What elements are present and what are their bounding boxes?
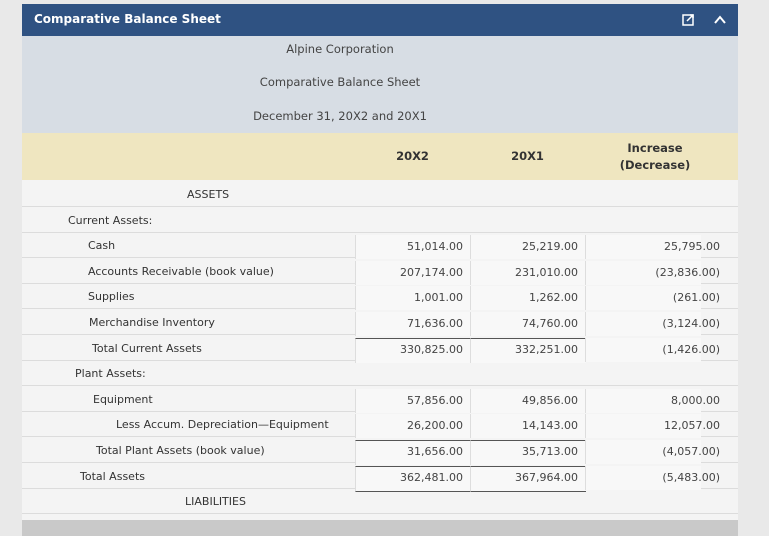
column-title: 20X2: [396, 149, 429, 163]
amount: 31,656.00: [407, 445, 463, 458]
value-cell: [470, 465, 586, 492]
row-label: Merchandise Inventory: [89, 316, 215, 329]
value-cell: [585, 312, 701, 336]
value-cell: [355, 414, 471, 439]
amount: 26,200.00: [407, 419, 463, 433]
amount: (3,124.00): [662, 317, 720, 330]
amount: 51,014.00: [407, 240, 463, 254]
row-label: ASSETS: [187, 188, 230, 201]
row-label: LIABILITIES: [185, 495, 246, 509]
amount: 49,856.00: [522, 393, 578, 407]
value-cell: [355, 465, 471, 492]
value-cell: [470, 286, 586, 311]
row-line: [22, 513, 738, 515]
value-cell: [585, 440, 701, 464]
value-cell: [355, 440, 471, 465]
panel-header: Comparative Balance Sheet: [22, 4, 738, 36]
value-cell: [470, 260, 586, 285]
value-cell: [355, 260, 471, 285]
company: Alpine Corporation: [286, 42, 394, 56]
amount: 367,964.00: [515, 470, 578, 484]
value-cell: [470, 312, 586, 336]
amount: 362,481.00: [400, 470, 463, 484]
value-cell: [355, 337, 471, 363]
title-block: Alpine Corporation Comparative Balance S…: [22, 36, 738, 133]
value-cell: [355, 388, 471, 413]
amount: 35,713.00: [522, 445, 578, 458]
amount: (4,057.00): [662, 445, 720, 458]
value-cell: [470, 235, 586, 260]
amount: 1,262.00: [529, 291, 578, 305]
amount: 74,760.00: [522, 317, 578, 330]
amount: 332,251.00: [515, 342, 578, 356]
row-label: Cash: [88, 239, 116, 253]
value-cell: [585, 260, 701, 285]
column-title: Increase (Decrease): [619, 141, 691, 172]
amount: (23,836.00): [655, 265, 720, 279]
value-cell: [585, 286, 701, 311]
amount: 1,001.00: [414, 291, 463, 305]
date: December 31, 20X2 and 20X1: [253, 109, 427, 123]
statement: Comparative Balance Sheet: [259, 75, 421, 89]
value-cell: [585, 414, 701, 439]
column-title: 20X1: [511, 149, 544, 163]
amount: 71,636.00: [407, 317, 463, 330]
row-label: Plant Assets:: [75, 367, 146, 381]
row-line: [22, 231, 738, 233]
panel-title: Comparative Balance Sheet: [34, 12, 221, 26]
header-icons[interactable]: [682, 13, 732, 27]
amount: 25,795.00: [664, 240, 720, 254]
value-cell: [355, 235, 471, 260]
value-cell: [585, 388, 701, 413]
scrollbar[interactable]: [22, 520, 738, 536]
amount: 57,856.00: [407, 393, 463, 407]
row-line: [22, 385, 738, 387]
value-cell: [470, 388, 586, 413]
sheet: Alpine Corporation Comparative Balance S…: [22, 36, 738, 520]
row-label: Total Current Assets: [92, 341, 202, 355]
row-label: Equipment: [93, 392, 153, 406]
value-cell: [355, 286, 471, 311]
value-cell: [585, 235, 701, 260]
amount: (5,483.00): [662, 470, 720, 484]
row-label: Accounts Receivable (book value): [88, 264, 274, 278]
value-cell: [585, 465, 701, 490]
amount: 231,010.00: [515, 265, 578, 279]
amount: 25,219.00: [522, 240, 578, 254]
amount: 8,000.00: [671, 393, 720, 407]
row-label: Total Plant Assets (book value): [96, 444, 265, 457]
value-cell: [470, 440, 586, 465]
amount: 330,825.00: [400, 342, 463, 356]
row-line: [22, 206, 738, 207]
amount: (1,426.00): [662, 342, 720, 356]
value-cell: [470, 337, 586, 363]
amount: (261.00): [672, 291, 720, 305]
row-label: Current Assets:: [68, 213, 153, 227]
column-header: 20X2 20X1 Increase (Decrease): [22, 133, 738, 180]
amount: 12,057.00: [664, 419, 720, 433]
row-label: Supplies: [88, 290, 135, 304]
row-label: Less Accum. Depreciation—Equipment: [116, 418, 329, 432]
row-label: Total Assets: [80, 469, 145, 483]
value-cell: [585, 337, 701, 362]
value-cell: [355, 312, 471, 336]
amount: 14,143.00: [522, 419, 578, 433]
amount: 207,174.00: [400, 265, 463, 279]
value-cell: [470, 414, 586, 439]
